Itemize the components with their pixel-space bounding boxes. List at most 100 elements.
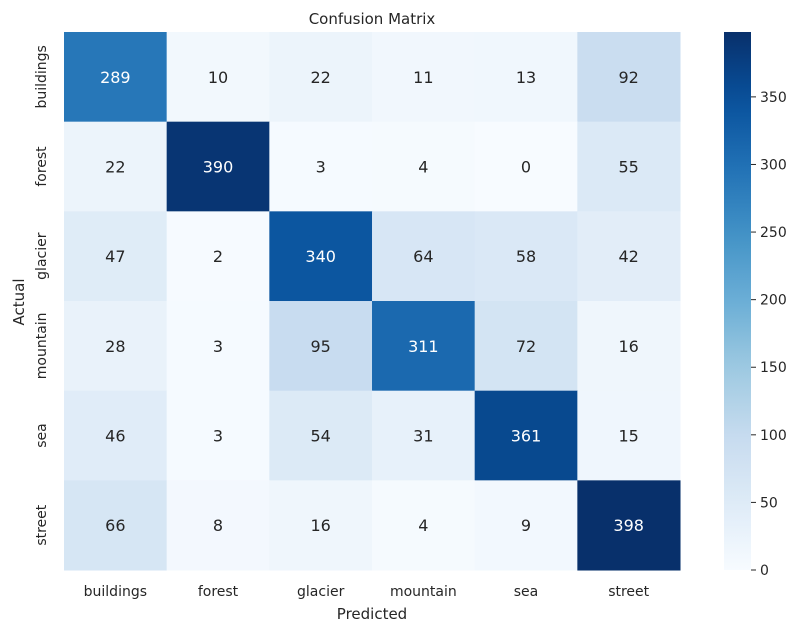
y-tick-label: mountain [34, 312, 50, 379]
cell-value-label: 95 [311, 337, 331, 356]
heatmap-cell [269, 211, 373, 302]
cell-value-label: 55 [619, 158, 639, 177]
cell-value-label: 8 [213, 516, 223, 535]
chart-title: Confusion Matrix [309, 10, 436, 28]
cell-value-label: 13 [516, 68, 536, 87]
cell-value-label: 58 [516, 247, 536, 266]
heatmap-cell [166, 390, 270, 481]
cell-value-label: 28 [105, 337, 125, 356]
cell-value-label: 340 [305, 247, 336, 266]
cell-value-label: 311 [408, 337, 439, 356]
cell-value-label: 390 [203, 158, 234, 177]
cell-value-label: 10 [208, 68, 228, 87]
cell-value-label: 16 [619, 337, 639, 356]
cell-value-label: 47 [105, 247, 125, 266]
cell-value-label: 66 [105, 516, 125, 535]
x-tick-label: mountain [390, 584, 457, 600]
colorbar-tick-label: 50 [760, 495, 778, 511]
heatmap-cell [166, 121, 270, 212]
heatmap-cell [577, 390, 681, 481]
cell-value-label: 22 [105, 158, 125, 177]
heatmap-cell [372, 390, 476, 481]
heatmap-cell [577, 121, 681, 212]
y-tick-label: buildings [34, 45, 50, 108]
heatmap-cell [269, 121, 373, 212]
x-tick-label: sea [514, 584, 539, 600]
heatmap-cell [166, 301, 270, 392]
colorbar-tick-label: 200 [760, 293, 787, 309]
cell-value-label: 46 [105, 427, 125, 446]
heatmap-cell [64, 32, 168, 123]
heatmap-cell [64, 301, 168, 392]
cell-value-label: 2 [213, 247, 223, 266]
heatmap-cell [64, 480, 168, 571]
cell-value-label: 15 [619, 427, 639, 446]
heatmap-cell [577, 32, 681, 123]
heatmap-cell [166, 211, 270, 302]
heatmap-cell [269, 32, 373, 123]
cell-value-label: 72 [516, 337, 536, 356]
heatmap-cell [64, 211, 168, 302]
heatmap-cell [474, 32, 578, 123]
heatmap-cell [269, 480, 373, 571]
colorbar-tick-label: 350 [760, 90, 787, 106]
cell-value-label: 3 [213, 337, 223, 356]
heatmap-cell [166, 32, 270, 123]
heatmap-cell [474, 121, 578, 212]
colorbar [724, 32, 751, 570]
heatmap-cell [474, 390, 578, 481]
cell-value-label: 22 [311, 68, 331, 87]
cell-value-label: 398 [613, 516, 644, 535]
cell-value-label: 3 [213, 427, 223, 446]
y-tick-labels: buildings forest glacier mountain sea street [34, 45, 50, 546]
y-axis-label: Actual [10, 279, 28, 326]
y-tick-label: sea [34, 423, 50, 448]
colorbar-tick-label: 0 [760, 563, 769, 579]
cell-value-label: 11 [413, 68, 433, 87]
cell-value-label: 9 [521, 516, 531, 535]
heatmap-cell [577, 301, 681, 392]
colorbar-tick-label: 150 [760, 360, 787, 376]
y-tick-label: forest [34, 146, 50, 187]
colorbar-ticks: 0 50 100 150 200 250 300 350 [751, 90, 787, 579]
cell-value-label: 42 [619, 247, 639, 266]
heatmap-cell [166, 480, 270, 571]
x-axis-label: Predicted [337, 605, 407, 623]
heatmap-cell [372, 211, 476, 302]
heatmap-cell [474, 301, 578, 392]
heatmap-cell [269, 301, 373, 392]
heatmap-cell [372, 32, 476, 123]
heatmap-cell [64, 390, 168, 481]
colorbar-tick-label: 250 [760, 225, 787, 241]
heatmap-cell [372, 121, 476, 212]
y-tick-label: street [34, 504, 50, 545]
heatmap-cell [269, 390, 373, 481]
x-tick-label: glacier [297, 584, 345, 600]
cell-value-label: 3 [316, 158, 326, 177]
cell-value-label: 4 [418, 158, 428, 177]
heatmap-cell [474, 211, 578, 302]
cell-value-label: 0 [521, 158, 531, 177]
x-tick-label: street [608, 584, 649, 600]
cell-value-label: 16 [311, 516, 331, 535]
heatmap-cell [372, 301, 476, 392]
heatmap-cell [474, 480, 578, 571]
heatmap-cell [577, 480, 681, 571]
x-tick-label: forest [198, 584, 239, 600]
cell-value-label: 64 [413, 247, 433, 266]
colorbar-tick-label: 300 [760, 157, 787, 173]
cell-value-label: 54 [311, 427, 331, 446]
cell-value-label: 31 [413, 427, 433, 446]
cell-value-label: 361 [511, 427, 542, 446]
colorbar-tick-label: 100 [760, 428, 787, 444]
cell-value-label: 289 [100, 68, 131, 87]
y-tick-label: glacier [34, 232, 50, 280]
heatmap-cell [64, 121, 168, 212]
x-tick-labels: buildings forest glacier mountain sea street [84, 584, 650, 600]
cell-value-label: 92 [619, 68, 639, 87]
x-tick-label: buildings [84, 584, 147, 600]
heatmap-cell [372, 480, 476, 571]
cell-value-label: 4 [418, 516, 428, 535]
